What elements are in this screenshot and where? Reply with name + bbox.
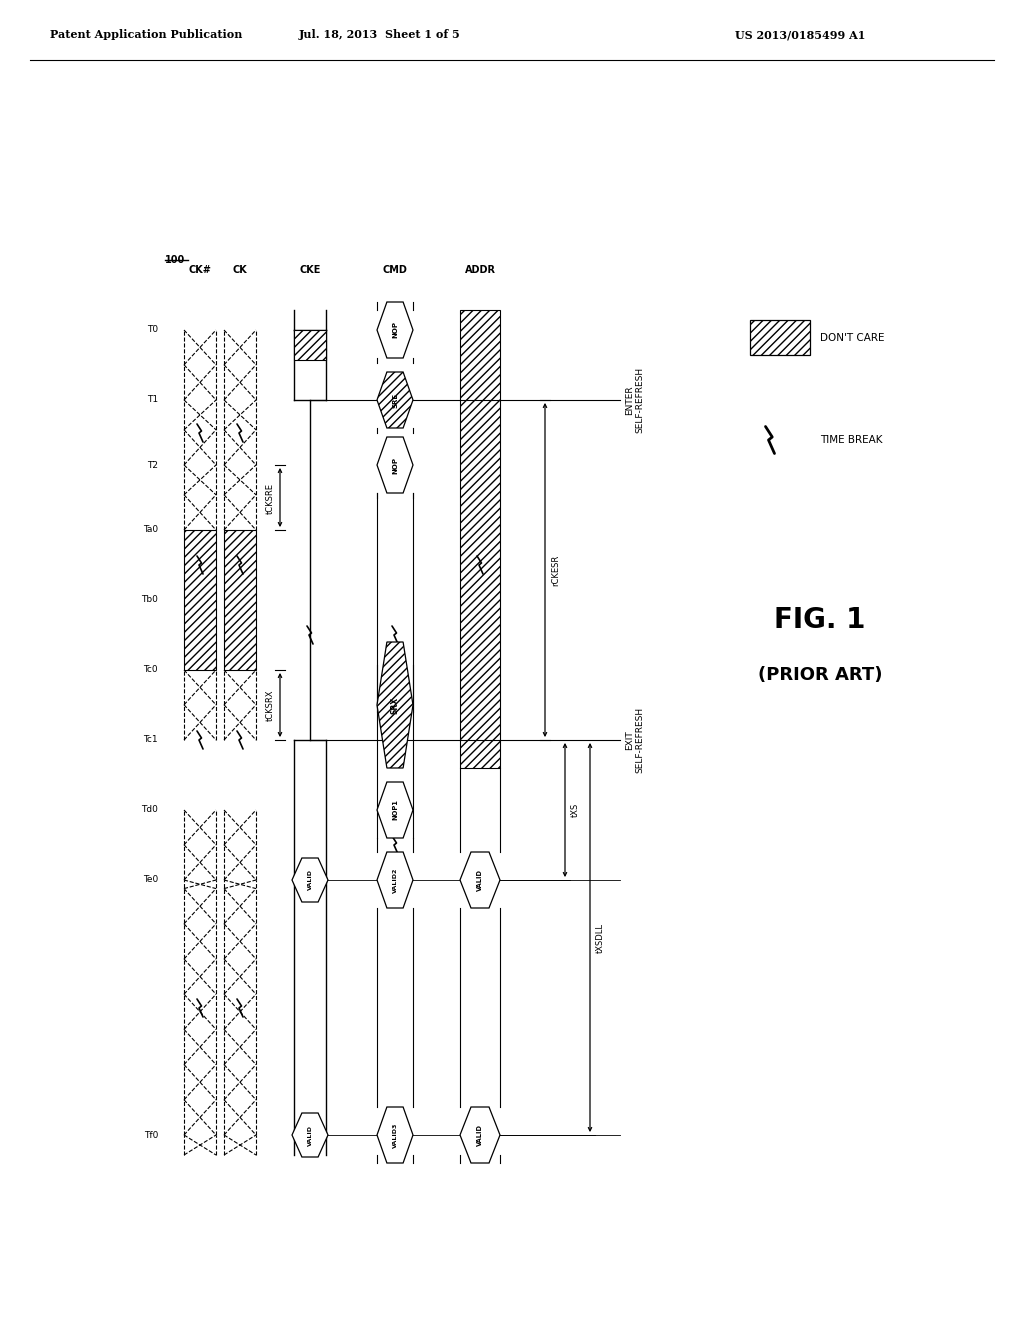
Polygon shape	[377, 302, 413, 358]
Text: SRE: SRE	[392, 392, 398, 408]
Text: VALID3: VALID3	[392, 1122, 397, 1147]
Text: rCKESR: rCKESR	[551, 554, 560, 586]
Bar	[750, 319, 810, 355]
Text: DON'T CARE: DON'T CARE	[820, 333, 885, 343]
Text: CMD: CMD	[383, 265, 408, 275]
Polygon shape	[460, 1107, 500, 1163]
Text: VALID2: VALID2	[392, 867, 397, 892]
Text: Jul. 18, 2013  Sheet 1 of 5: Jul. 18, 2013 Sheet 1 of 5	[299, 29, 461, 41]
Text: Tc1: Tc1	[143, 735, 158, 744]
Polygon shape	[460, 851, 500, 908]
Text: T2: T2	[147, 461, 158, 470]
Text: ENTER
SELF-REFRESH: ENTER SELF-REFRESH	[625, 367, 644, 433]
Polygon shape	[377, 781, 413, 838]
Bar	[224, 531, 256, 671]
Text: VALID: VALID	[477, 869, 483, 891]
Text: FIG. 1: FIG. 1	[774, 606, 865, 634]
Bar	[460, 310, 500, 768]
Text: NOP: NOP	[392, 457, 398, 474]
Text: Te0: Te0	[142, 875, 158, 884]
Text: SRX: SRX	[390, 697, 399, 714]
Polygon shape	[292, 1113, 328, 1158]
Text: tCKSRX: tCKSRX	[266, 689, 275, 721]
Text: T1: T1	[146, 396, 158, 404]
Text: TIME BREAK: TIME BREAK	[820, 436, 883, 445]
Polygon shape	[377, 642, 413, 768]
Text: VALID: VALID	[307, 870, 312, 891]
Text: tXSDLL: tXSDLL	[596, 923, 605, 953]
Text: 100: 100	[165, 255, 185, 265]
Text: CKE: CKE	[299, 265, 321, 275]
Text: Td0: Td0	[141, 805, 158, 814]
Bar	[184, 531, 216, 671]
Text: T0: T0	[146, 326, 158, 334]
Polygon shape	[377, 851, 413, 908]
Text: (PRIOR ART): (PRIOR ART)	[758, 667, 883, 684]
Bar	[294, 330, 326, 360]
Polygon shape	[377, 1107, 413, 1163]
Text: US 2013/0185499 A1: US 2013/0185499 A1	[735, 29, 865, 41]
Text: NOP: NOP	[392, 322, 398, 338]
Text: EXIT
SELF-REFRESH: EXIT SELF-REFRESH	[625, 708, 644, 774]
Text: Tf0: Tf0	[143, 1130, 158, 1139]
Polygon shape	[377, 437, 413, 492]
Text: Ta0: Ta0	[143, 525, 158, 535]
Text: ADDR: ADDR	[465, 265, 496, 275]
Text: tXS: tXS	[571, 803, 580, 817]
Text: CK: CK	[232, 265, 248, 275]
Text: NOP1: NOP1	[392, 800, 398, 821]
Polygon shape	[377, 372, 413, 428]
Text: VALID: VALID	[307, 1125, 312, 1146]
Text: CK#: CK#	[188, 265, 211, 275]
Text: VALID: VALID	[477, 1125, 483, 1146]
Text: Tb0: Tb0	[141, 595, 158, 605]
Polygon shape	[292, 858, 328, 902]
Text: Tc0: Tc0	[143, 665, 158, 675]
Text: Patent Application Publication: Patent Application Publication	[50, 29, 243, 41]
Text: tCKSRE: tCKSRE	[266, 483, 275, 513]
